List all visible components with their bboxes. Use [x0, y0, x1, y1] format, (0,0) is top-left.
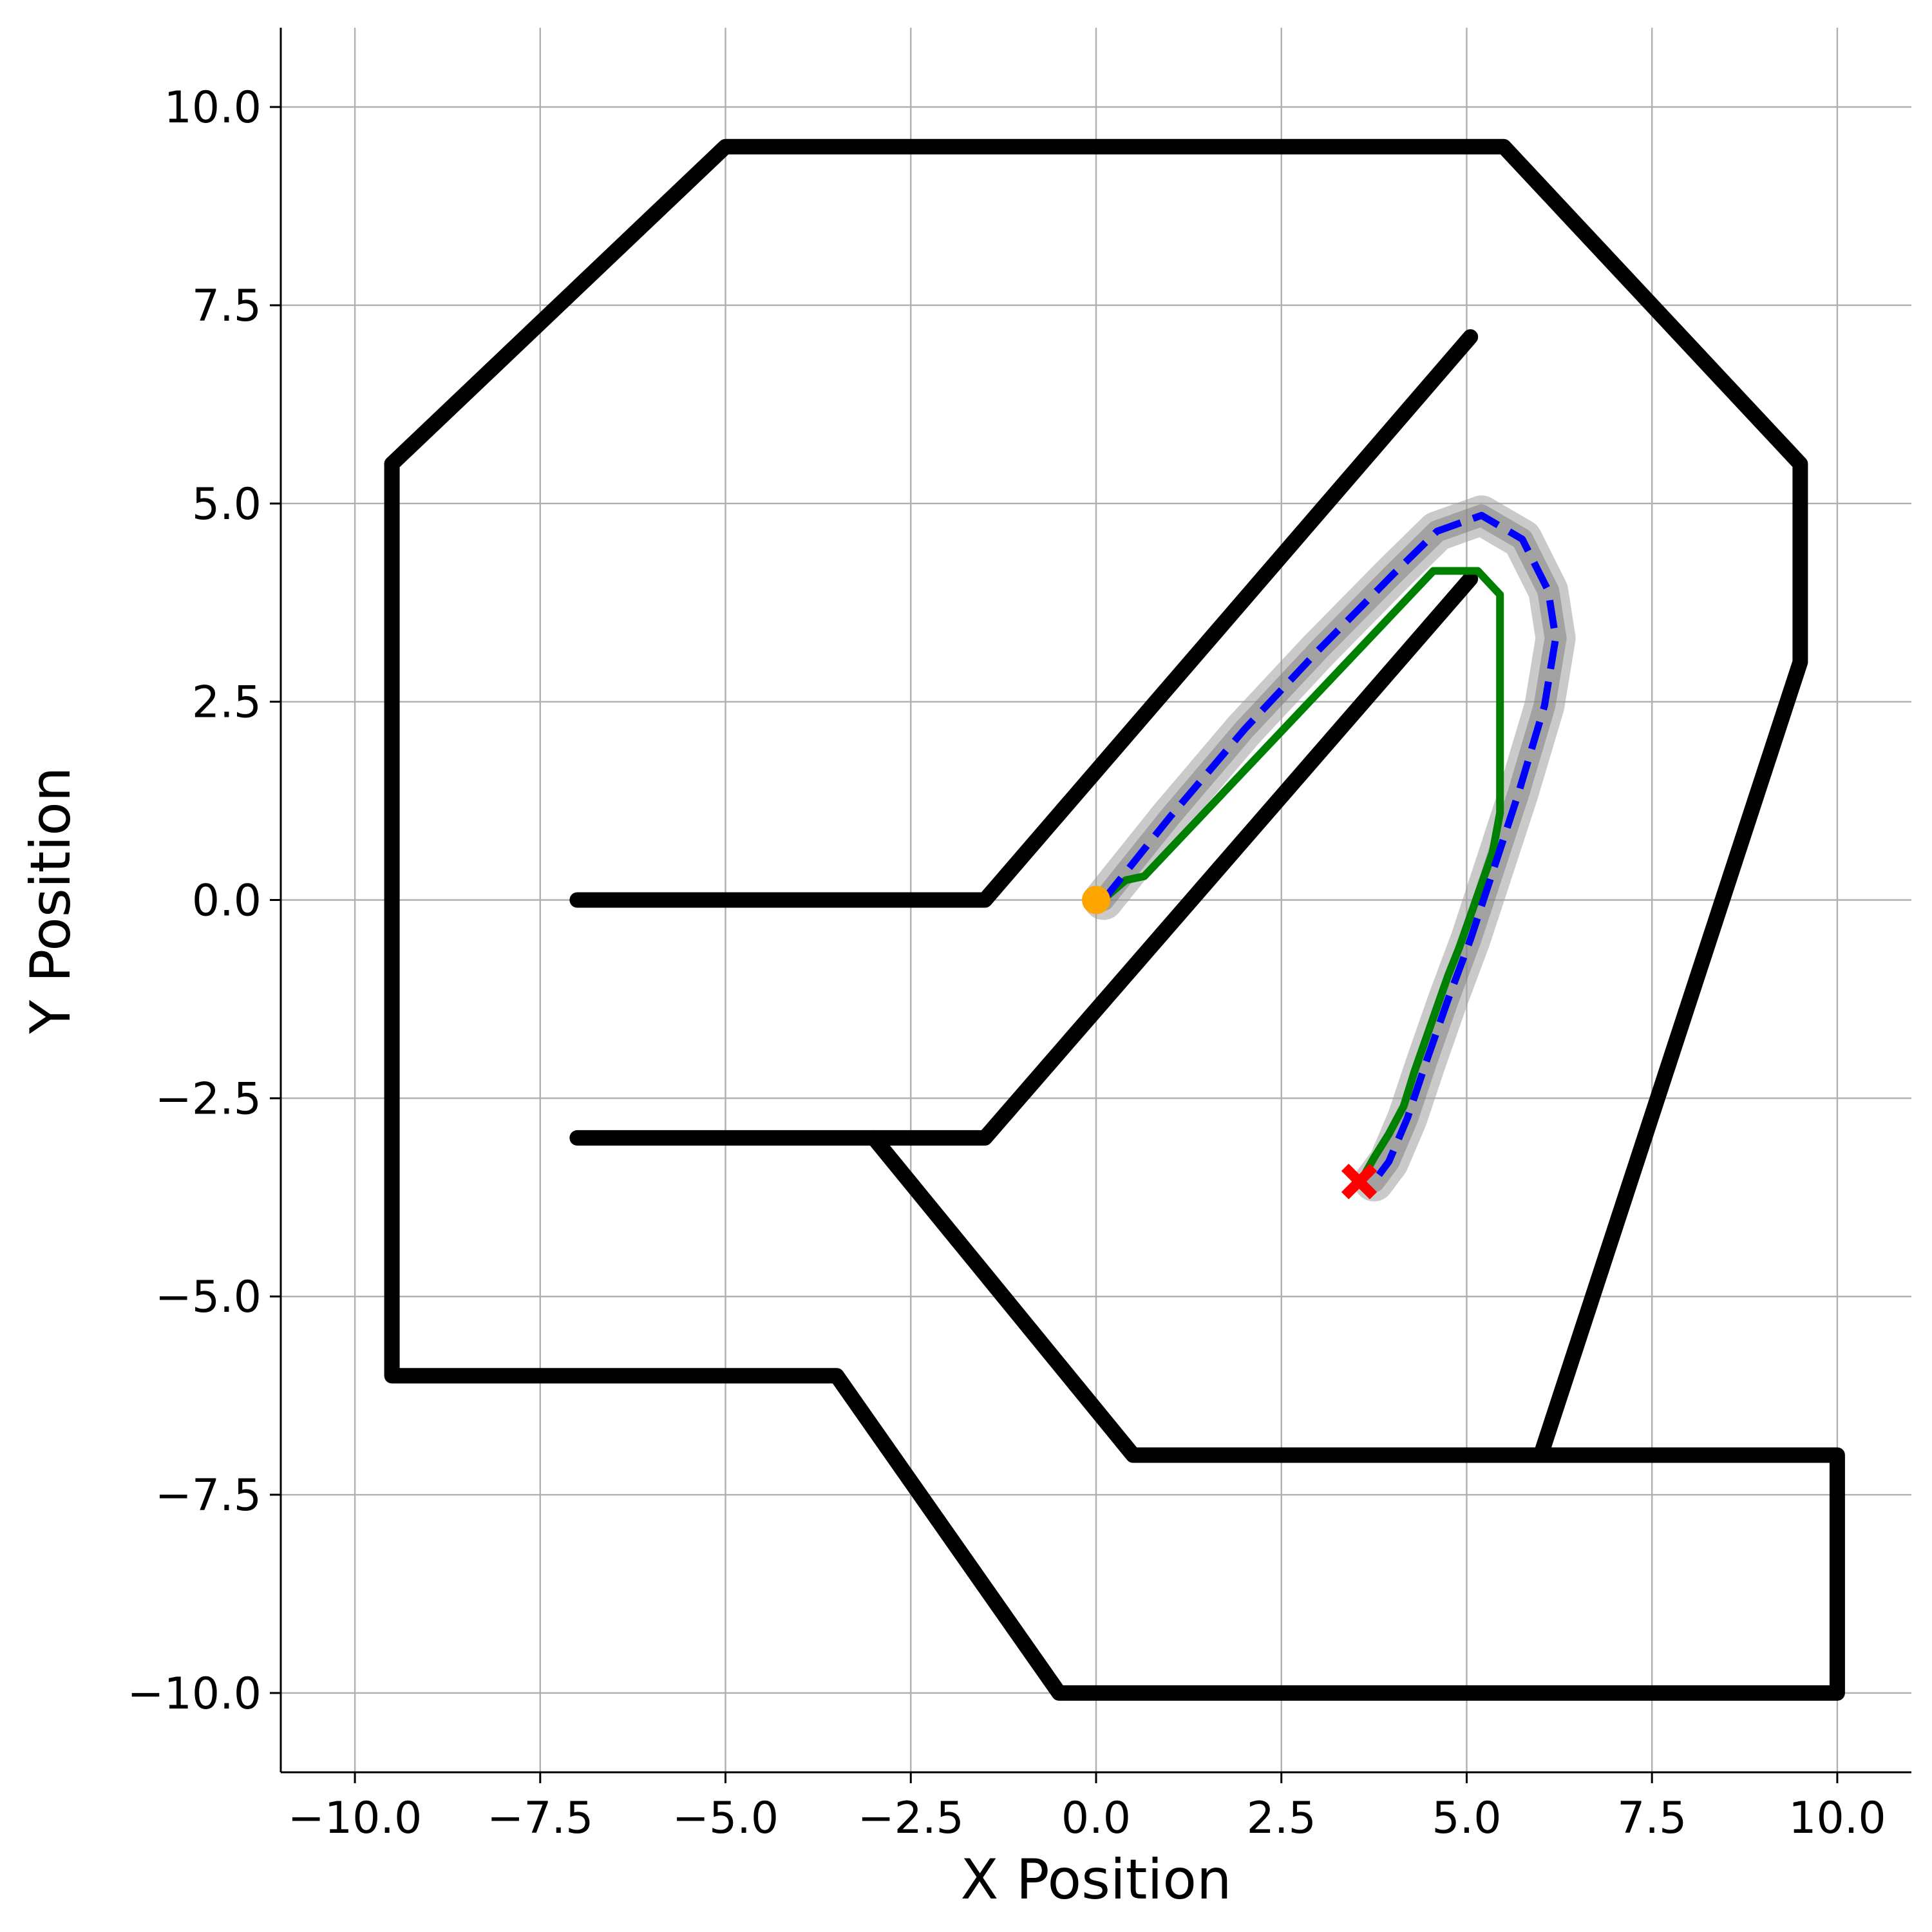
trajectory-band: [1083, 495, 1576, 1202]
x-tick-label: 0.0: [1061, 1793, 1131, 1844]
goal-marker: [1341, 1163, 1378, 1200]
y-tick-label: −10.0: [128, 1669, 261, 1719]
y-tick-label: 10.0: [164, 82, 261, 133]
x-tick-label: 7.5: [1617, 1793, 1687, 1844]
x-tick-label: −2.5: [858, 1793, 964, 1844]
y-tick-label: 7.5: [192, 281, 261, 332]
walls: [384, 138, 1845, 1701]
trajectory-band-inner: [1092, 504, 1567, 1193]
planned-path-line: [1104, 567, 1504, 1180]
markers: [1082, 886, 1378, 1200]
y-tick-label: 0.0: [192, 876, 261, 927]
y-tick-label: 5.0: [192, 479, 261, 530]
x-tick-label: 2.5: [1247, 1793, 1316, 1844]
x-tick-label: −10.0: [288, 1793, 422, 1844]
y-axis-title: Y Position: [19, 767, 83, 1035]
x-tick-label: 5.0: [1432, 1793, 1501, 1844]
wall-segment: [384, 138, 1808, 1463]
y-tick-label: −5.0: [155, 1272, 261, 1323]
start-marker: [1082, 886, 1110, 914]
x-axis-title: X Position: [960, 1848, 1231, 1912]
y-tick-label: −2.5: [155, 1074, 261, 1124]
y-tick-label: −7.5: [155, 1470, 261, 1521]
x-tick-label: 10.0: [1788, 1793, 1886, 1844]
goal-marker-stroke: [1341, 1163, 1378, 1200]
x-tick-label: −7.5: [487, 1793, 593, 1844]
x-tick-label: −5.0: [672, 1793, 779, 1844]
wall-segment: [569, 329, 1479, 908]
series: [1101, 511, 1560, 1184]
y-tick-label: 2.5: [192, 677, 261, 728]
ticks: −10.0 −7.5 −5.0 −2.5 0.0 2.5 5.0 7.5 10.0 −10.0 −7…: [128, 82, 1886, 1844]
wall-segment: [569, 571, 1479, 1146]
wall-segment: [384, 456, 1845, 1701]
